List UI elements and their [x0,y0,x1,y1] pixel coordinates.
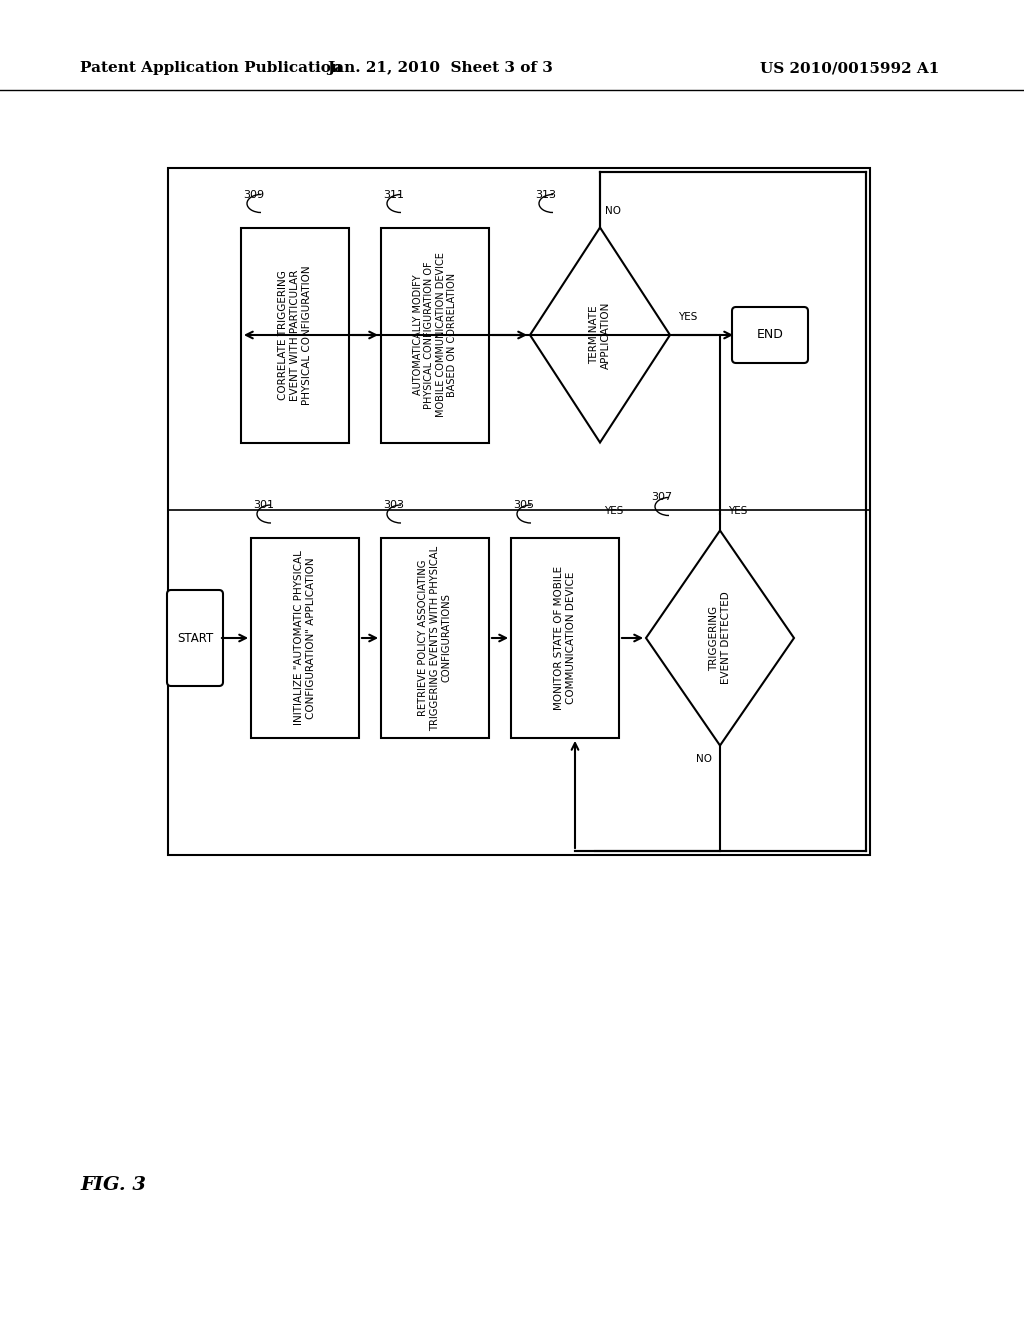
Text: TERMINATE
APPLICATION: TERMINATE APPLICATION [589,301,610,368]
Text: NO: NO [605,206,621,215]
Text: YES: YES [728,506,748,516]
Bar [241,227,349,442]
Text: MONITOR STATE OF MOBILE
COMMUNICATION DEVICE: MONITOR STATE OF MOBILE COMMUNICATION DE… [554,566,575,710]
Text: 311: 311 [383,190,404,199]
Bar [381,227,489,442]
Text: START: START [177,631,213,644]
Text: NO: NO [696,754,712,763]
Polygon shape [530,227,670,442]
Text: FIG. 3: FIG. 3 [80,1176,146,1195]
Text: TRIGGERING
EVENT DETECTED: TRIGGERING EVENT DETECTED [710,591,731,684]
Bar [168,168,870,855]
Text: 309: 309 [243,190,264,199]
Text: RETRIEVE POLICY ASSOCIATING
TRIGGERING EVENTS WITH PHYSICAL
CONFIGURATIONS: RETRIEVE POLICY ASSOCIATING TRIGGERING E… [419,545,452,730]
Bar [251,539,359,738]
Text: AUTOMATICALLY MODIFY
PHYSICAL CONFIGURATION OF
MOBILE COMMUNICATION DEVICE
BASED: AUTOMATICALLY MODIFY PHYSICAL CONFIGURAT… [413,252,458,417]
Text: 303: 303 [383,500,404,510]
Text: YES: YES [678,312,697,322]
Text: CORRELATE TRIGGERING
EVENT WITH PARTICULAR
PHYSICAL CONFIGURATION: CORRELATE TRIGGERING EVENT WITH PARTICUL… [279,265,311,405]
Text: Patent Application Publication: Patent Application Publication [80,61,342,75]
Text: 301: 301 [253,500,274,510]
FancyBboxPatch shape [167,590,223,686]
Polygon shape [646,531,794,746]
Bar [511,539,618,738]
Text: YES: YES [604,506,624,516]
Text: US 2010/0015992 A1: US 2010/0015992 A1 [760,61,939,75]
Text: 313: 313 [535,190,556,199]
Text: END: END [757,329,783,342]
Text: 305: 305 [513,500,534,510]
Text: 307: 307 [651,492,672,503]
Text: INITIALIZE "AUTOMATIC PHYSICAL
CONFIGURATION" APPLICATION: INITIALIZE "AUTOMATIC PHYSICAL CONFIGURA… [294,550,315,726]
FancyBboxPatch shape [732,308,808,363]
Text: Jan. 21, 2010  Sheet 3 of 3: Jan. 21, 2010 Sheet 3 of 3 [327,61,553,75]
Bar [381,539,489,738]
